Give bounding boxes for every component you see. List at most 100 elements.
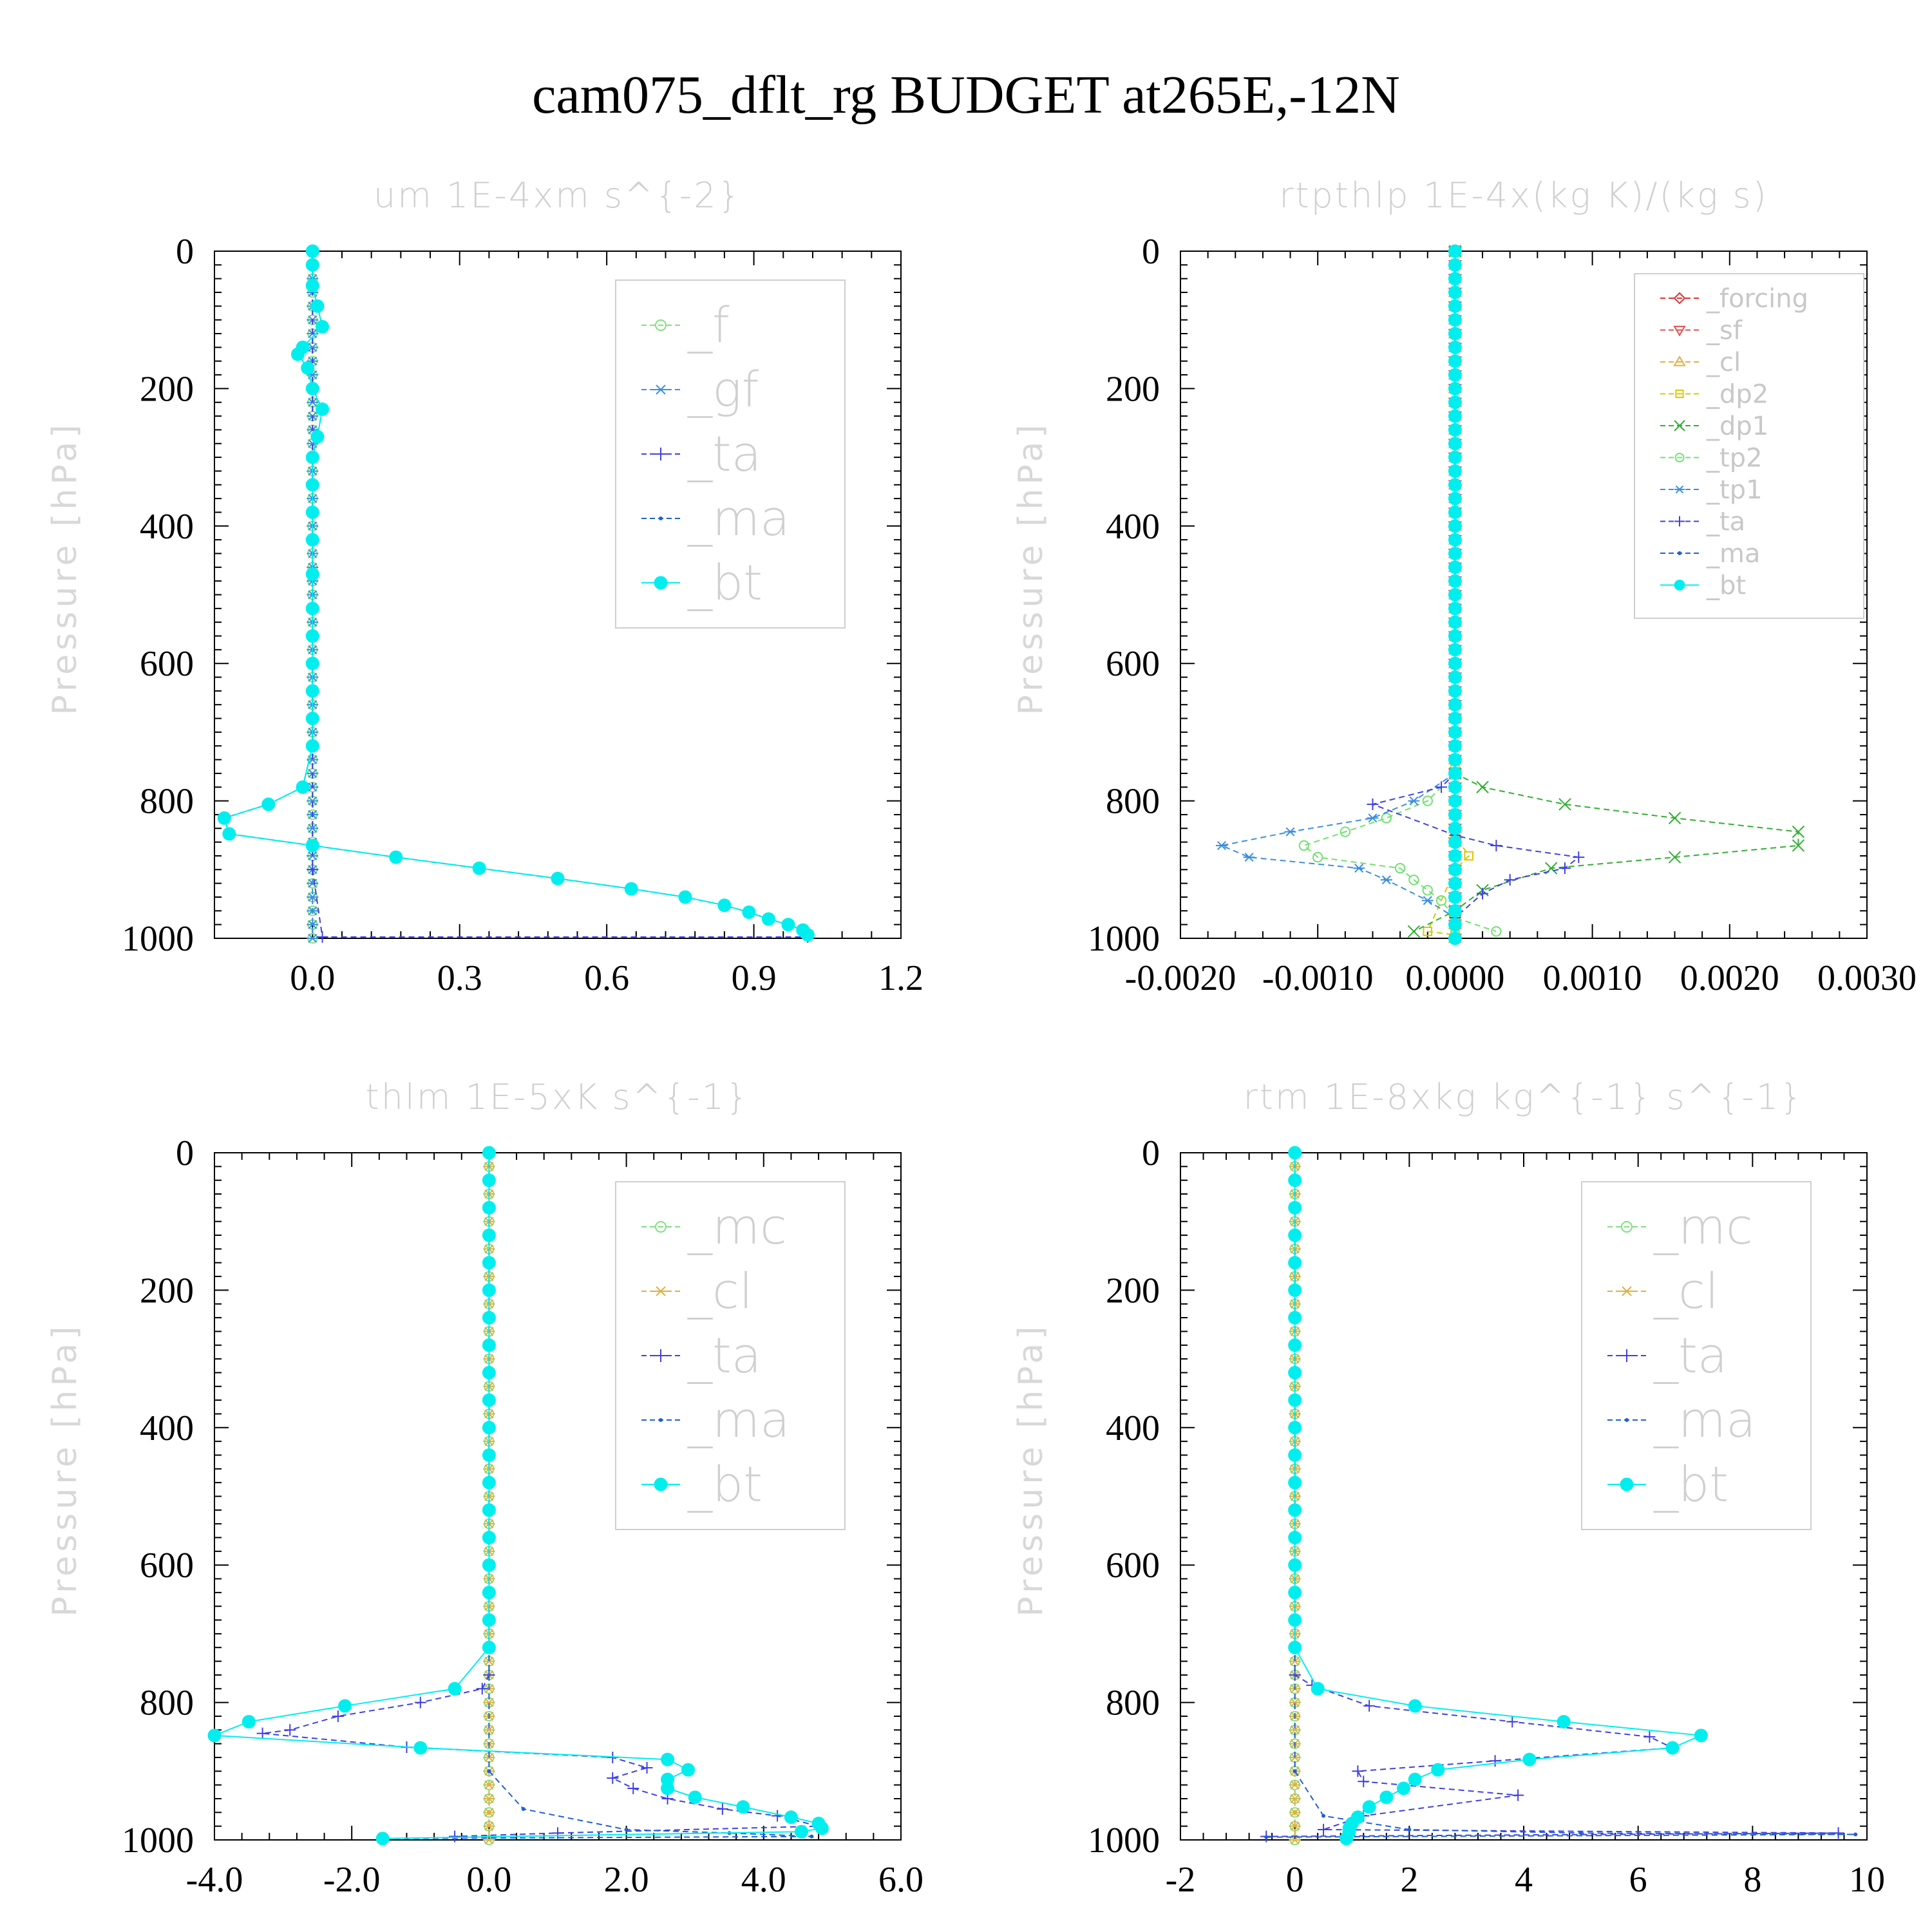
data-point-bt <box>482 1586 496 1600</box>
data-point-bt <box>1288 1531 1302 1545</box>
panel-title: um 1E-4xm s^{-2} <box>374 175 742 216</box>
legend-marker-bt <box>654 1477 668 1492</box>
y-tick-label: 800 <box>140 1683 194 1723</box>
data-point-bt <box>305 533 319 547</box>
data-point-bt <box>472 861 486 875</box>
data-point-bt <box>261 797 276 811</box>
legend-marker-cl <box>654 1286 667 1296</box>
data-point-ma <box>1293 1769 1297 1774</box>
data-point-bt <box>1448 629 1462 643</box>
x-tick-label: 0.0 <box>466 1860 511 1900</box>
x-tick-label: -2 <box>1166 1860 1196 1900</box>
data-point-tp2 <box>1298 840 1310 851</box>
data-point-ta <box>607 1772 619 1784</box>
data-point-bt <box>1340 1832 1354 1846</box>
series-line-dp2 <box>1426 251 1470 936</box>
data-point-bt <box>1448 753 1462 767</box>
data-point-bt <box>290 347 305 361</box>
data-point-bt <box>310 299 325 313</box>
y-tick-label: 0 <box>1142 232 1160 272</box>
data-point-bt <box>1288 1640 1302 1654</box>
legend-marker-ta <box>654 448 667 460</box>
data-point-bt <box>1448 272 1462 286</box>
data-point-bt <box>815 1821 829 1835</box>
data-point-bt <box>305 601 319 616</box>
data-point-ta <box>1367 798 1379 810</box>
legend-label-sf: _sf <box>1706 316 1743 346</box>
data-point-bt <box>1288 1558 1302 1572</box>
y-tick-label: 400 <box>1106 507 1160 547</box>
data-point-dp1 <box>1792 825 1805 838</box>
data-point-bt <box>305 505 319 519</box>
data-point-bt <box>688 1790 702 1804</box>
data-point-cl <box>1289 1794 1301 1803</box>
data-point-gf <box>307 920 319 929</box>
data-point-bt <box>1288 1200 1302 1215</box>
data-point-bt <box>482 1531 496 1545</box>
legend-marker-dp1 <box>1674 420 1685 431</box>
legend-label-bt: _bt <box>1706 571 1746 601</box>
data-point-bt <box>305 278 319 292</box>
data-point-bt <box>482 1421 496 1435</box>
y-tick-label: 400 <box>1106 1408 1160 1448</box>
legend-label-dp2: _dp2 <box>1706 380 1768 410</box>
data-point-tp1 <box>1367 813 1379 823</box>
data-point-ma <box>1578 1831 1583 1835</box>
legend-marker-mc <box>1621 1221 1633 1233</box>
data-point-bt <box>1288 1475 1302 1490</box>
data-point-bt <box>781 918 795 932</box>
data-point-bt <box>482 1311 496 1325</box>
data-point-bt <box>1448 368 1462 382</box>
data-point-bt <box>482 1558 496 1572</box>
data-point-bt <box>1448 409 1462 423</box>
x-tick-label: -4.0 <box>186 1860 243 1900</box>
data-point-bt <box>1448 464 1462 478</box>
data-point-tp1 <box>1243 853 1255 862</box>
data-point-bt <box>1448 615 1462 629</box>
data-point-tp1 <box>1408 796 1420 806</box>
legend-marker-dp2 <box>1675 389 1684 399</box>
data-point-dp2 <box>1464 851 1474 861</box>
data-point-bt <box>1522 1752 1537 1766</box>
data-point-bt <box>1448 835 1462 849</box>
plot-area: 0 200 400 600 800 1000-0.0020 -0.0010 0.0000 0.0… <box>1088 232 1917 998</box>
x-tick-label: 0 <box>1286 1860 1304 1900</box>
legend-label-bt: _bt <box>687 554 762 611</box>
series-line-ta <box>262 1153 819 1837</box>
legend-label-bt: _bt <box>1653 1455 1728 1513</box>
data-point-bt <box>375 1832 390 1846</box>
data-point-bt <box>296 780 310 794</box>
data-point-bt <box>1288 1393 1302 1407</box>
legend-marker-ma <box>659 516 663 520</box>
data-point-cl <box>1289 1780 1301 1790</box>
legend-marker-ma <box>1625 1418 1629 1422</box>
data-point-cl <box>1289 1698 1301 1707</box>
data-point-bt <box>1448 725 1462 739</box>
data-point-bt <box>305 838 319 853</box>
y-axis-label: Pressure [hPa] <box>46 421 84 715</box>
legend-marker-gf <box>654 384 667 395</box>
data-point-gf <box>307 796 319 806</box>
data-point-bt <box>1288 1256 1302 1270</box>
data-point-bt <box>1448 890 1462 904</box>
legend-label-ta: _ta <box>687 425 761 482</box>
plot-area: 0 200 400 600 800 1000 0.0 0.3 0.6 0.9 1.2 _f _gf _ta… <box>122 232 923 998</box>
data-point-ta <box>1363 1700 1376 1712</box>
data-point-bt <box>1379 1790 1394 1804</box>
data-point-cl <box>483 1656 495 1666</box>
legend-marker-mc <box>655 1221 667 1233</box>
data-point-bt <box>1448 258 1462 272</box>
data-point-bt <box>742 905 756 919</box>
data-point-bt <box>1448 697 1462 712</box>
data-point-cl <box>1289 1725 1301 1735</box>
data-point-ta <box>284 1724 296 1736</box>
legend-marker-bt <box>1674 580 1685 591</box>
data-point-ta <box>414 1696 426 1709</box>
data-point-tp1 <box>1215 840 1227 850</box>
data-point-bt <box>1431 1763 1445 1777</box>
y-tick-label: 800 <box>1106 1683 1160 1723</box>
data-point-bt <box>624 882 638 896</box>
legend-label-forcing: _forcing <box>1706 284 1808 314</box>
data-point-tp2 <box>1381 813 1392 824</box>
